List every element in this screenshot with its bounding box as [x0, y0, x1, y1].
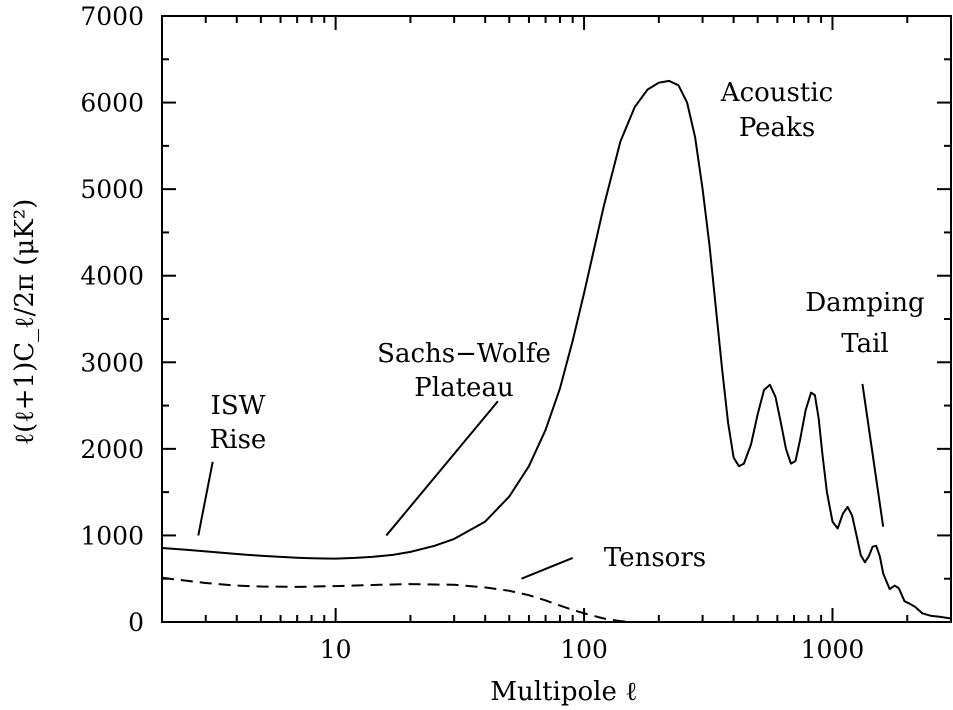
annotation-text: Damping: [805, 288, 924, 318]
annotation-damping-tail: Damping Tail: [805, 288, 924, 359]
tensors-series-line: [161, 576, 951, 623]
plot-frame: [161, 15, 952, 623]
annotation-pointer-line: [385, 400, 499, 537]
annotation-tensors: Tensors: [604, 543, 706, 573]
annotation-text: Tensors: [604, 543, 706, 573]
annotation-isw-rise: ISW Rise: [210, 391, 267, 455]
y-tick-label: 6000: [80, 89, 144, 118]
y-tick-label: 3000: [80, 348, 144, 377]
annotation-acoustic-peaks: Acoustic Peaks: [720, 78, 833, 143]
annotation-sachs-wolfe-plateau: Sachs−Wolfe Plateau: [377, 339, 551, 403]
annotation-text: Tail: [841, 329, 888, 359]
annotation-pointer-line: [197, 461, 214, 536]
series-lines: [161, 79, 952, 623]
annotation-text: Sachs−Wolfe: [377, 339, 551, 369]
scalar-series-line: [161, 79, 952, 620]
annotation-text: Plateau: [414, 373, 513, 403]
y-tick-label: 1000: [80, 521, 144, 550]
annotation-arrows: [197, 383, 885, 580]
x-axis-label: Multipole ℓ: [490, 677, 637, 707]
y-tick-label: 0: [128, 608, 144, 637]
tick-labels: 0 1000 2000 3000 4000 5000 6000 7000 10 100 1000: [80, 2, 864, 664]
annotation-pointer-line: [861, 383, 885, 527]
tick-marks: [161, 15, 952, 623]
y-tick-label: 7000: [80, 2, 144, 31]
x-tick-label: 10: [320, 635, 352, 664]
annotation-text: Peaks: [739, 113, 815, 143]
y-axis-label: ℓ(ℓ+1)C_ℓ/2π (μK²): [10, 199, 40, 446]
annotation-text: Acoustic: [720, 78, 833, 108]
y-tick-label: 5000: [80, 175, 144, 204]
x-tick-label: 1000: [801, 635, 865, 664]
annotation-text: Rise: [210, 425, 267, 455]
y-tick-label: 2000: [80, 435, 144, 464]
x-tick-label: 100: [560, 635, 608, 664]
annotation-pointer-line: [521, 557, 574, 580]
annotation-text: ISW: [211, 391, 266, 421]
y-tick-label: 4000: [80, 262, 144, 291]
